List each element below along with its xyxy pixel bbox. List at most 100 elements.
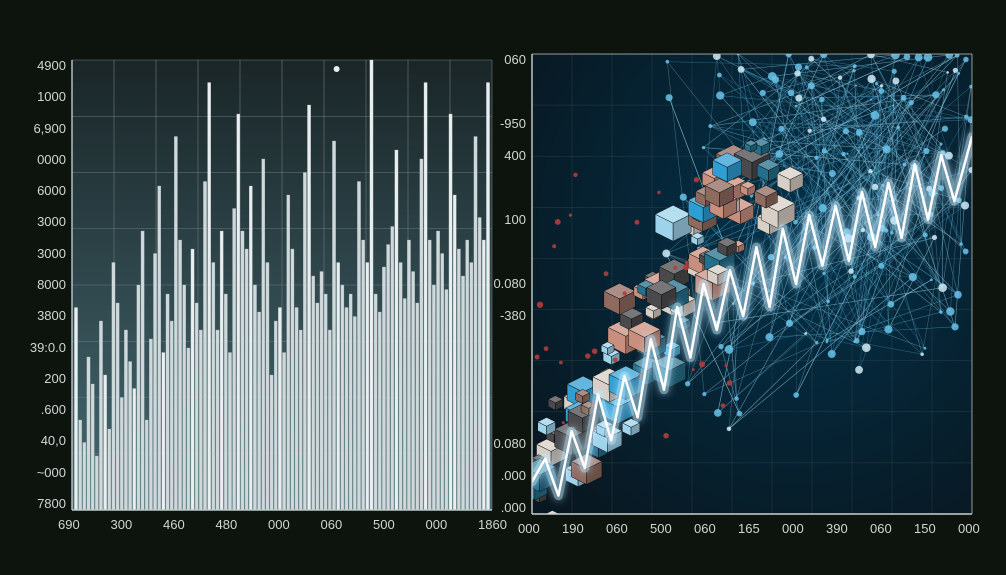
left-bar — [99, 321, 102, 510]
network-node — [768, 72, 777, 81]
network-node — [930, 278, 933, 281]
left-bar — [349, 294, 352, 510]
left-bar — [237, 114, 240, 510]
network-node — [778, 126, 784, 132]
network-node — [804, 332, 807, 335]
left-bar — [120, 398, 123, 511]
accent-dot — [573, 173, 577, 177]
network-node — [727, 427, 732, 432]
network-node — [702, 146, 705, 149]
left-y-tick-label: .600 — [41, 403, 66, 416]
right-x-tick-label: 165 — [738, 522, 760, 535]
left-bar — [295, 308, 298, 511]
network-node — [909, 273, 917, 281]
left-y-tick-label: 1000 — [37, 90, 66, 103]
network-node — [909, 100, 914, 105]
network-node — [923, 148, 929, 154]
left-bar — [208, 83, 211, 511]
accent-dot — [685, 261, 689, 265]
left-bar — [316, 303, 319, 510]
network-node — [846, 153, 848, 155]
left-bar — [345, 308, 348, 511]
network-node — [963, 248, 969, 254]
network-node — [957, 72, 960, 75]
right-x-tick-label: 060 — [870, 522, 892, 535]
left-bar — [441, 254, 444, 511]
network-node — [858, 328, 865, 335]
network-node — [717, 73, 722, 78]
left-outlier-dot — [334, 66, 340, 72]
network-node — [702, 392, 706, 396]
left-bar — [391, 227, 394, 511]
left-bar — [399, 263, 402, 511]
left-bar — [474, 137, 477, 511]
network-node — [760, 90, 766, 96]
left-bar — [337, 263, 340, 511]
accent-dot — [623, 291, 627, 295]
left-bar — [370, 60, 373, 510]
left-bar — [445, 290, 448, 511]
left-bar — [212, 263, 215, 511]
network-node — [822, 148, 827, 153]
left-bar — [203, 182, 206, 511]
accent-dot — [663, 433, 669, 439]
left-bar — [320, 272, 323, 511]
accent-dot — [724, 364, 727, 367]
left-bar — [407, 240, 410, 510]
network-node — [714, 409, 722, 417]
accent-dot — [555, 219, 561, 225]
network-node — [896, 126, 900, 130]
left-bar — [199, 330, 202, 510]
network-node — [819, 204, 827, 212]
left-y-tick-label: 40,0 — [41, 434, 66, 447]
right-x-tick-label: 500 — [650, 522, 672, 535]
network-node — [870, 98, 872, 100]
network-node — [880, 84, 883, 87]
left-bar — [332, 141, 335, 510]
network-node — [852, 69, 855, 72]
accent-dot — [657, 191, 660, 194]
left-x-tick-label: 480 — [216, 518, 238, 531]
left-bar — [274, 321, 277, 510]
right-x-tick-label: 150 — [914, 522, 936, 535]
network-node — [680, 193, 687, 200]
left-bar — [470, 263, 473, 511]
left-bar — [149, 339, 152, 510]
left-x-tick-label: 460 — [163, 518, 185, 531]
left-y-tick-label: 6,900 — [33, 122, 66, 135]
left-x-tick-label: 000 — [268, 518, 290, 531]
right-x-tick-label: 060 — [606, 522, 628, 535]
right-y-tick-label: .000 — [501, 501, 526, 514]
left-bar — [170, 321, 173, 510]
left-bar — [303, 173, 306, 511]
left-bar — [453, 195, 456, 510]
network-node — [923, 233, 928, 238]
network-node — [843, 128, 849, 134]
network-node — [822, 272, 825, 275]
network-node — [902, 162, 906, 166]
network-node — [856, 129, 863, 136]
left-bar — [228, 353, 231, 511]
network-node — [868, 169, 872, 173]
network-node — [841, 152, 845, 156]
left-y-tick-label: 0000 — [37, 153, 66, 166]
left-bar — [436, 231, 439, 510]
network-node — [884, 325, 892, 333]
right-panel — [506, 50, 975, 544]
left-bar — [307, 105, 310, 510]
left-bar — [291, 249, 294, 510]
left-bar — [145, 420, 148, 510]
left-bar — [87, 357, 90, 510]
network-node — [883, 145, 891, 153]
left-y-tick-label: 4900 — [37, 59, 66, 72]
right-x-tick-label: 060 — [694, 522, 716, 535]
accent-dot — [559, 361, 563, 365]
left-bar — [233, 209, 236, 511]
network-node — [838, 75, 842, 79]
accent-dot — [634, 220, 639, 225]
network-node — [938, 283, 947, 292]
network-node — [904, 54, 911, 61]
network-node — [808, 56, 814, 62]
left-bar — [95, 456, 98, 510]
left-bar — [362, 240, 365, 510]
